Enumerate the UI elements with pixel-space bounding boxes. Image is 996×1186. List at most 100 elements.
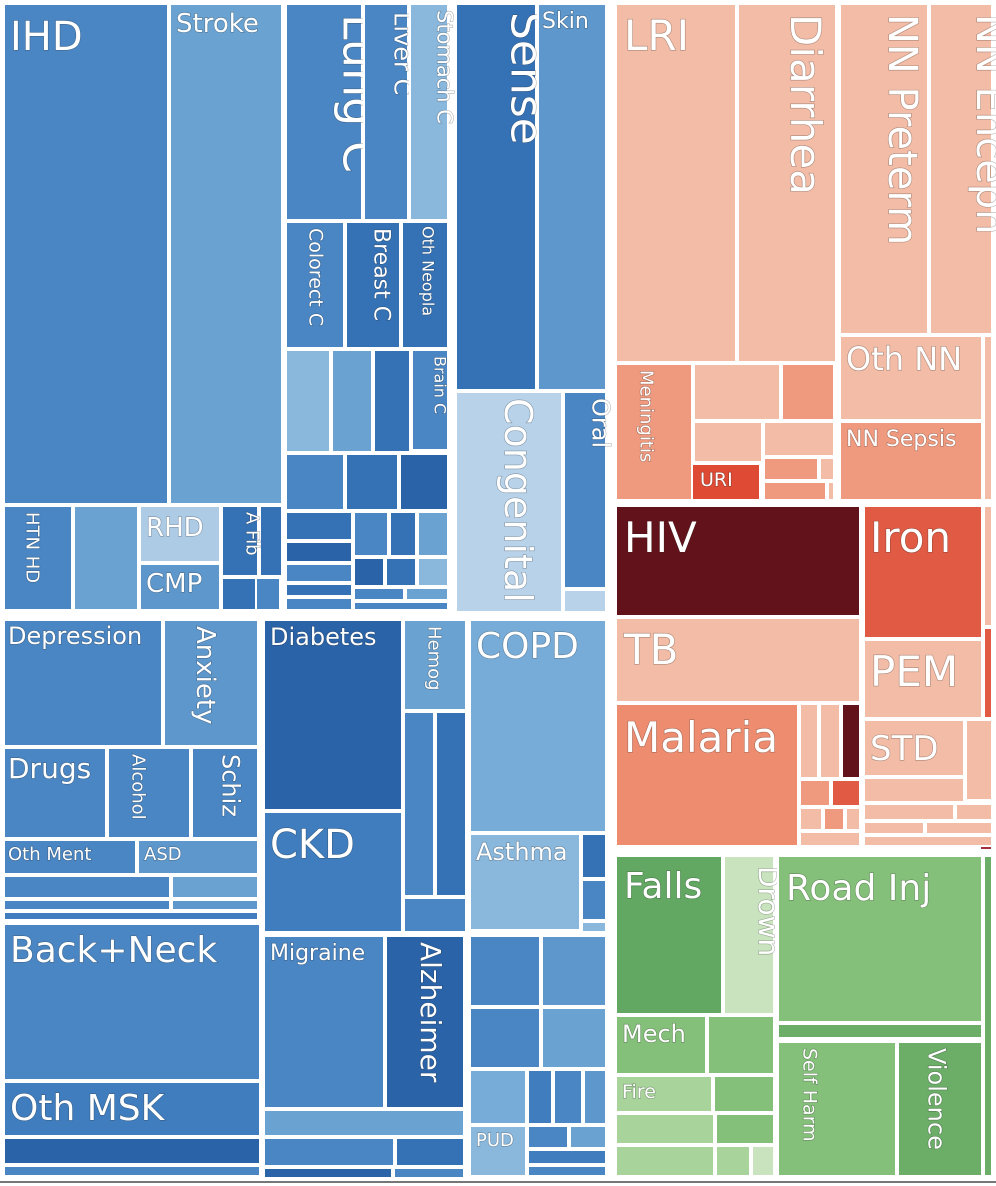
tile-lri: LRI <box>615 3 737 363</box>
tile-label-drugs: Drugs <box>8 752 91 785</box>
tile-liver-c: Liver C <box>363 3 417 221</box>
filler-tile-57 <box>693 421 763 463</box>
tile-violence: Violence <box>897 1041 983 1177</box>
filler-tile-90 <box>777 1023 983 1039</box>
tile-rect-anxiety <box>163 619 259 747</box>
tile-rect-uri <box>691 463 761 501</box>
filler-tile-4 <box>285 349 331 453</box>
tile-migraine: Migraine <box>263 935 385 1109</box>
filler-tile-46 <box>541 1007 607 1069</box>
tile-back-neck: Back+Neck <box>3 923 261 1081</box>
filler-tile-78 <box>955 803 993 821</box>
tile-rect-falls <box>615 855 723 1015</box>
filler-tile-62 <box>827 481 835 501</box>
filler-tile-12 <box>389 511 417 557</box>
tile-label-nn-preterm: NN Preterm <box>879 14 925 245</box>
tile-label-htn-hd: HTN HD <box>22 512 43 583</box>
filler-tile-54 <box>527 1165 607 1177</box>
filler-tile-48 <box>527 1069 553 1125</box>
tile-rect-migraine <box>263 935 385 1109</box>
filler-tile-35 <box>263 1109 465 1137</box>
tile-label-migraine: Migraine <box>270 941 365 966</box>
filler-tile-72 <box>823 807 845 831</box>
tile-ckd: CKD <box>263 811 403 933</box>
tile-colorect-c: Colorect C <box>285 221 345 349</box>
filler-tile-86 <box>715 1113 775 1145</box>
tile-label-std: STD <box>870 729 939 769</box>
tile-label-anxiety: Anxiety <box>190 626 220 724</box>
tile-rect-copd <box>469 619 607 833</box>
tile-rect-nn-preterm <box>839 3 929 335</box>
filler-tile-60 <box>763 481 827 501</box>
tile-nn-preterm: NN Preterm <box>839 3 929 335</box>
tile-rect-alcohol <box>107 747 191 839</box>
tile-oral: Oral <box>563 391 615 589</box>
filler-tile-3 <box>259 505 283 577</box>
tile-rect-brain-c <box>411 349 449 451</box>
tile-label-violence: Violence <box>923 1048 951 1150</box>
tile-label-diarrhea: Diarrhea <box>781 14 830 195</box>
filler-tile-10 <box>285 511 353 541</box>
tile-rect-sense <box>455 3 537 391</box>
tile-rect-lri <box>615 3 737 363</box>
tile-rect-ckd <box>263 811 403 933</box>
tile-label-congenital: Congenital <box>496 398 540 603</box>
filler-tile-33 <box>435 711 467 897</box>
tile-label-stroke: Stroke <box>176 9 259 39</box>
filler-tile-53 <box>527 1149 607 1165</box>
tile-label-rhd: RHD <box>146 513 204 543</box>
filler-tile-21 <box>353 587 405 601</box>
filler-tile-82 <box>979 845 993 851</box>
tile-congenital: Congenital <box>455 391 563 613</box>
tile-oth-neopla: Oth Neopla <box>401 221 449 349</box>
tile-label-depression: Depression <box>8 622 142 650</box>
filler-tile-8 <box>345 453 399 511</box>
tile-uri: URI <box>691 463 761 501</box>
filler-tile-24 <box>563 589 607 613</box>
filler-tile-5 <box>331 349 373 453</box>
tile-rect-liver-c <box>363 3 409 221</box>
tile-alzheimer: Alzheimer <box>385 935 465 1109</box>
tile-road-inj: Road Inj <box>777 855 983 1023</box>
tile-label-oth-ment: Oth Ment <box>8 844 91 865</box>
filler-tile-27 <box>3 899 171 911</box>
tile-rect-asthma <box>469 833 581 931</box>
tile-rect-congenital <box>455 391 563 613</box>
tile-label-cmp: CMP <box>146 569 202 599</box>
tile-rect-mech <box>615 1015 707 1075</box>
tile-label-uri: URI <box>700 469 733 491</box>
tile-rect-depression <box>3 619 163 747</box>
tile-label-copd: COPD <box>476 626 579 667</box>
filler-tile-40 <box>581 833 607 879</box>
tile-rect-std <box>863 719 965 777</box>
tile-label-mech: Mech <box>622 1020 686 1048</box>
filler-tile-68 <box>841 703 861 779</box>
filler-tile-16 <box>285 583 353 597</box>
tile-label-alcohol: Alcohol <box>128 754 149 820</box>
filler-tile-73 <box>845 807 861 831</box>
tile-rect-oth-ment <box>3 839 137 875</box>
filler-tile-64 <box>983 505 993 627</box>
filler-tile-39 <box>393 1167 465 1179</box>
tile-label-stomach-c: Stomach C <box>433 10 457 124</box>
filler-tile-74 <box>799 831 861 847</box>
tile-label-alzheimer: Alzheimer <box>414 942 447 1083</box>
tile-label-oth-nn: Oth NN <box>846 340 962 378</box>
tile-rect-colorect-c <box>285 221 345 349</box>
filler-tile-66 <box>799 703 819 779</box>
tile-label-malaria: Malaria <box>624 713 778 762</box>
filler-tile-91 <box>983 855 993 1177</box>
filler-tile-89 <box>751 1145 775 1177</box>
filler-tile-47 <box>469 1069 527 1125</box>
tile-alcohol: Alcohol <box>107 747 191 839</box>
tile-label-tb: TB <box>623 625 678 674</box>
tile-rect-lung-c <box>285 3 363 221</box>
tile-rect-nn-enceph <box>929 3 993 335</box>
filler-tile-51 <box>527 1125 569 1149</box>
tile-rect-ihd <box>3 3 169 505</box>
tile-drugs: Drugs <box>3 747 107 839</box>
tile-rect-hemog <box>403 619 467 711</box>
filler-tile-71 <box>799 807 823 831</box>
tile-label-fire: Fire <box>622 1081 656 1103</box>
filler-tile-76 <box>863 777 965 803</box>
